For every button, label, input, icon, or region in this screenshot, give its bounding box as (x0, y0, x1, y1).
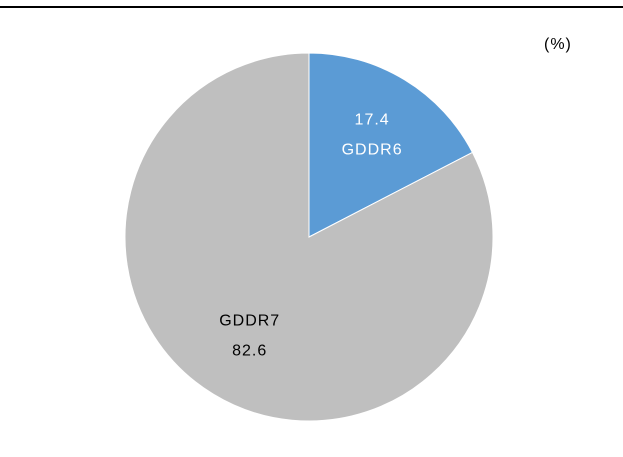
unit-label: (%) (544, 36, 572, 53)
pie-slice-gddr7 (124, 52, 494, 422)
pie-slice-gddr6 (308, 52, 474, 238)
slice-value-gddr7: 82.6 (232, 342, 267, 359)
slice-label-gddr7: GDDR7 (219, 312, 280, 329)
slice-value-gddr6: 17.4 (355, 111, 390, 128)
top-rule (0, 6, 623, 8)
slice-label-gddr6: GDDR6 (342, 141, 403, 158)
